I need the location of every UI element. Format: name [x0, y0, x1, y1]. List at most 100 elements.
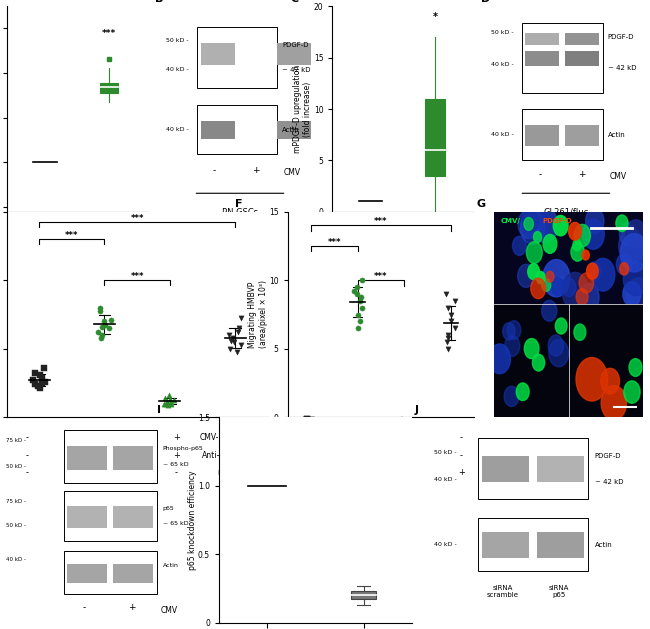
Point — [348, 286, 359, 296]
Text: ***: *** — [374, 217, 388, 226]
Circle shape — [502, 323, 515, 340]
Text: -: - — [101, 468, 105, 477]
Point — [306, 415, 317, 425]
Circle shape — [521, 211, 545, 245]
Point — [302, 414, 312, 424]
Text: I: I — [157, 405, 161, 415]
Circle shape — [616, 215, 628, 231]
Point — [39, 363, 49, 373]
Point — [356, 292, 366, 302]
Circle shape — [549, 340, 569, 367]
Y-axis label: Migrating HMBVP
(area/pixel × 10³): Migrating HMBVP (area/pixel × 10³) — [248, 281, 268, 348]
Text: ~ 65 kD: ~ 65 kD — [162, 462, 188, 467]
Circle shape — [555, 318, 567, 334]
Point — [166, 397, 176, 407]
Circle shape — [532, 354, 545, 371]
Text: G: G — [476, 199, 486, 209]
Point — [40, 377, 50, 387]
Text: J: J — [415, 405, 419, 415]
Circle shape — [523, 210, 539, 232]
Text: -: - — [460, 451, 463, 460]
Circle shape — [524, 218, 534, 230]
Text: -: - — [175, 468, 178, 477]
Point — [98, 316, 109, 326]
Text: GL261/fluc: GL261/fluc — [380, 269, 426, 278]
Bar — [67, 564, 107, 583]
Y-axis label: mPDGF-D upregulation
(fold increase): mPDGF-D upregulation (fold increase) — [293, 65, 313, 153]
Text: -: - — [26, 468, 29, 477]
Text: -: - — [248, 451, 251, 460]
Text: 50 kD -: 50 kD - — [491, 30, 514, 35]
Point — [37, 372, 47, 382]
Text: ***: *** — [131, 272, 144, 281]
Text: ***: *** — [131, 214, 144, 223]
Bar — [494, 212, 644, 304]
Point — [309, 418, 319, 428]
Circle shape — [624, 381, 640, 403]
Point — [400, 415, 411, 425]
Point — [402, 416, 413, 426]
Bar — [482, 456, 529, 482]
Circle shape — [512, 237, 527, 255]
Point — [352, 323, 363, 333]
Circle shape — [574, 324, 586, 340]
Circle shape — [619, 228, 644, 264]
Point — [450, 323, 460, 333]
Text: 40 kD -: 40 kD - — [434, 477, 456, 482]
Bar — [113, 506, 153, 528]
Point — [443, 333, 453, 343]
Bar — [202, 121, 235, 140]
Point — [356, 276, 367, 286]
Text: -: - — [301, 451, 304, 460]
Point — [95, 306, 105, 316]
Text: ***: *** — [65, 231, 79, 240]
Circle shape — [569, 223, 582, 240]
Text: -: - — [213, 165, 216, 175]
Text: +: + — [252, 165, 259, 175]
Text: Anti–PDGF-D: Anti–PDGF-D — [202, 451, 250, 460]
Text: ~ 42 kD: ~ 42 kD — [282, 67, 311, 73]
Bar — [202, 43, 235, 65]
Text: ***: *** — [328, 238, 341, 247]
Text: Actin: Actin — [162, 564, 178, 569]
Point — [227, 333, 238, 343]
Circle shape — [528, 264, 540, 280]
Text: rPDGF-D: rPDGF-D — [218, 468, 250, 477]
Point — [396, 414, 407, 424]
Bar — [523, 23, 603, 92]
Text: CMV: CMV — [161, 606, 178, 615]
Text: +: + — [246, 468, 253, 477]
Text: -: - — [83, 603, 86, 613]
Circle shape — [586, 263, 598, 279]
Circle shape — [541, 279, 551, 291]
Text: -: - — [356, 468, 358, 477]
Point — [450, 296, 460, 306]
Circle shape — [586, 208, 604, 233]
Point — [32, 381, 43, 391]
Point — [95, 303, 105, 313]
Circle shape — [582, 250, 590, 260]
Point — [351, 289, 361, 299]
Text: 40 kD -: 40 kD - — [434, 542, 456, 547]
Circle shape — [626, 278, 650, 312]
Bar — [537, 532, 584, 558]
Bar — [352, 591, 376, 599]
Text: -: - — [26, 451, 29, 460]
Bar — [494, 304, 644, 417]
Circle shape — [619, 223, 636, 245]
Point — [301, 415, 311, 425]
Point — [447, 316, 457, 326]
Point — [402, 415, 413, 425]
Point — [231, 347, 242, 357]
Point — [234, 323, 244, 333]
Point — [355, 296, 365, 306]
Text: -: - — [356, 451, 358, 460]
Circle shape — [531, 278, 545, 299]
Circle shape — [525, 338, 539, 359]
Text: +: + — [173, 451, 180, 460]
Bar — [566, 51, 599, 66]
Point — [225, 343, 235, 353]
Point — [97, 322, 107, 332]
Circle shape — [571, 243, 584, 261]
Circle shape — [619, 263, 629, 275]
